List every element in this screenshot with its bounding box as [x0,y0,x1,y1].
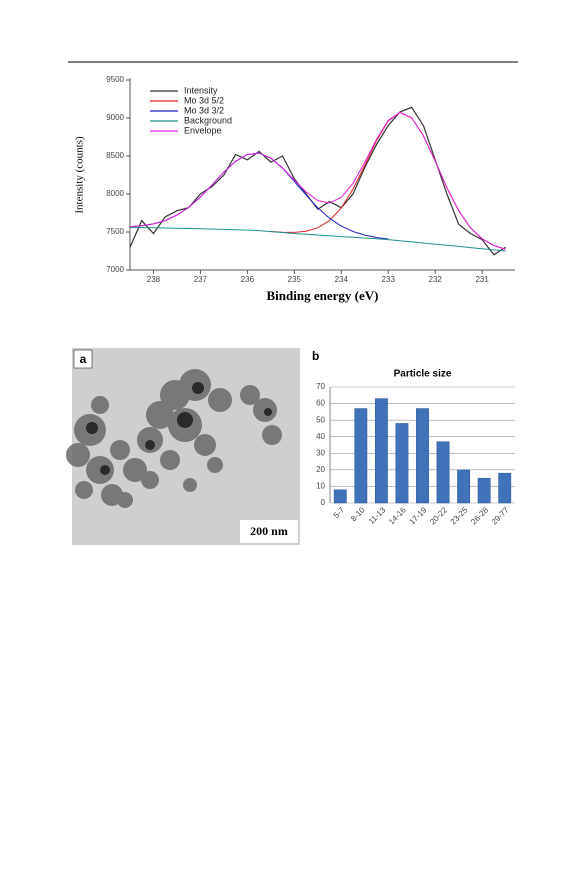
legend-label: Envelope [184,125,222,135]
y-tick-label: 60 [316,399,325,408]
y-tick-label: 9500 [106,75,124,84]
y-tick-label: 7500 [106,227,124,236]
legend-label: Mo 3d 3/2 [184,105,224,115]
bar [457,469,471,504]
x-tick-label: 5-7 [332,505,347,520]
bar [374,398,388,504]
y-tick-label: 9000 [106,113,124,122]
legend-label: Background [184,115,232,125]
scale-bar-label: 200 nm [250,524,288,538]
y-tick-label: 8500 [106,151,124,160]
x-tick-label: 234 [335,275,349,284]
chart-title: Particle size [394,369,452,380]
y-tick-label: 20 [316,465,325,474]
data-line [129,226,506,252]
x-tick-label: 11-13 [367,505,388,526]
tem-image [66,348,300,545]
x-tick-label: 233 [382,275,396,284]
data-line [129,152,389,240]
x-tick-label: 20-22 [428,505,449,526]
y-tick-label: 7000 [106,265,124,274]
data-line [129,106,506,256]
x-tick-label: 17-19 [408,505,429,526]
y-tick-label: 30 [316,448,325,457]
panel-label: b [312,349,319,363]
legend-label: Mo 3d 5/2 [184,95,224,105]
panel-label: a [80,352,87,366]
bar [333,489,347,504]
bar [477,477,491,504]
bar [416,408,429,504]
x-tick-label: 237 [194,275,208,284]
x-tick-label: 232 [429,275,443,284]
y-tick-label: 40 [316,432,325,441]
x-axis-label: Binding energy (eV) [267,288,379,303]
y-tick-label: 70 [316,382,325,391]
bar [436,441,450,504]
legend-label: Intensity [184,85,218,95]
y-tick-label: 8000 [106,189,124,198]
y-tick-label: 50 [316,415,325,424]
data-line [270,111,506,250]
x-tick-label: 231 [475,275,489,284]
bar [395,423,409,504]
x-tick-label: 29-77 [490,505,511,526]
x-tick-label: 26-28 [469,505,490,526]
bar [354,408,368,504]
y-tick-label: 0 [321,498,326,507]
x-tick-label: 235 [288,275,302,284]
x-tick-label: 23-25 [449,505,470,526]
x-tick-label: 14-16 [387,505,408,526]
x-tick-label: 8-10 [349,505,367,523]
y-axis-label: Intensity (counts) [74,136,86,214]
data-line [129,111,506,250]
bar [498,472,512,504]
y-tick-label: 10 [316,482,325,491]
x-tick-label: 236 [241,275,255,284]
x-tick-label: 238 [147,275,161,284]
